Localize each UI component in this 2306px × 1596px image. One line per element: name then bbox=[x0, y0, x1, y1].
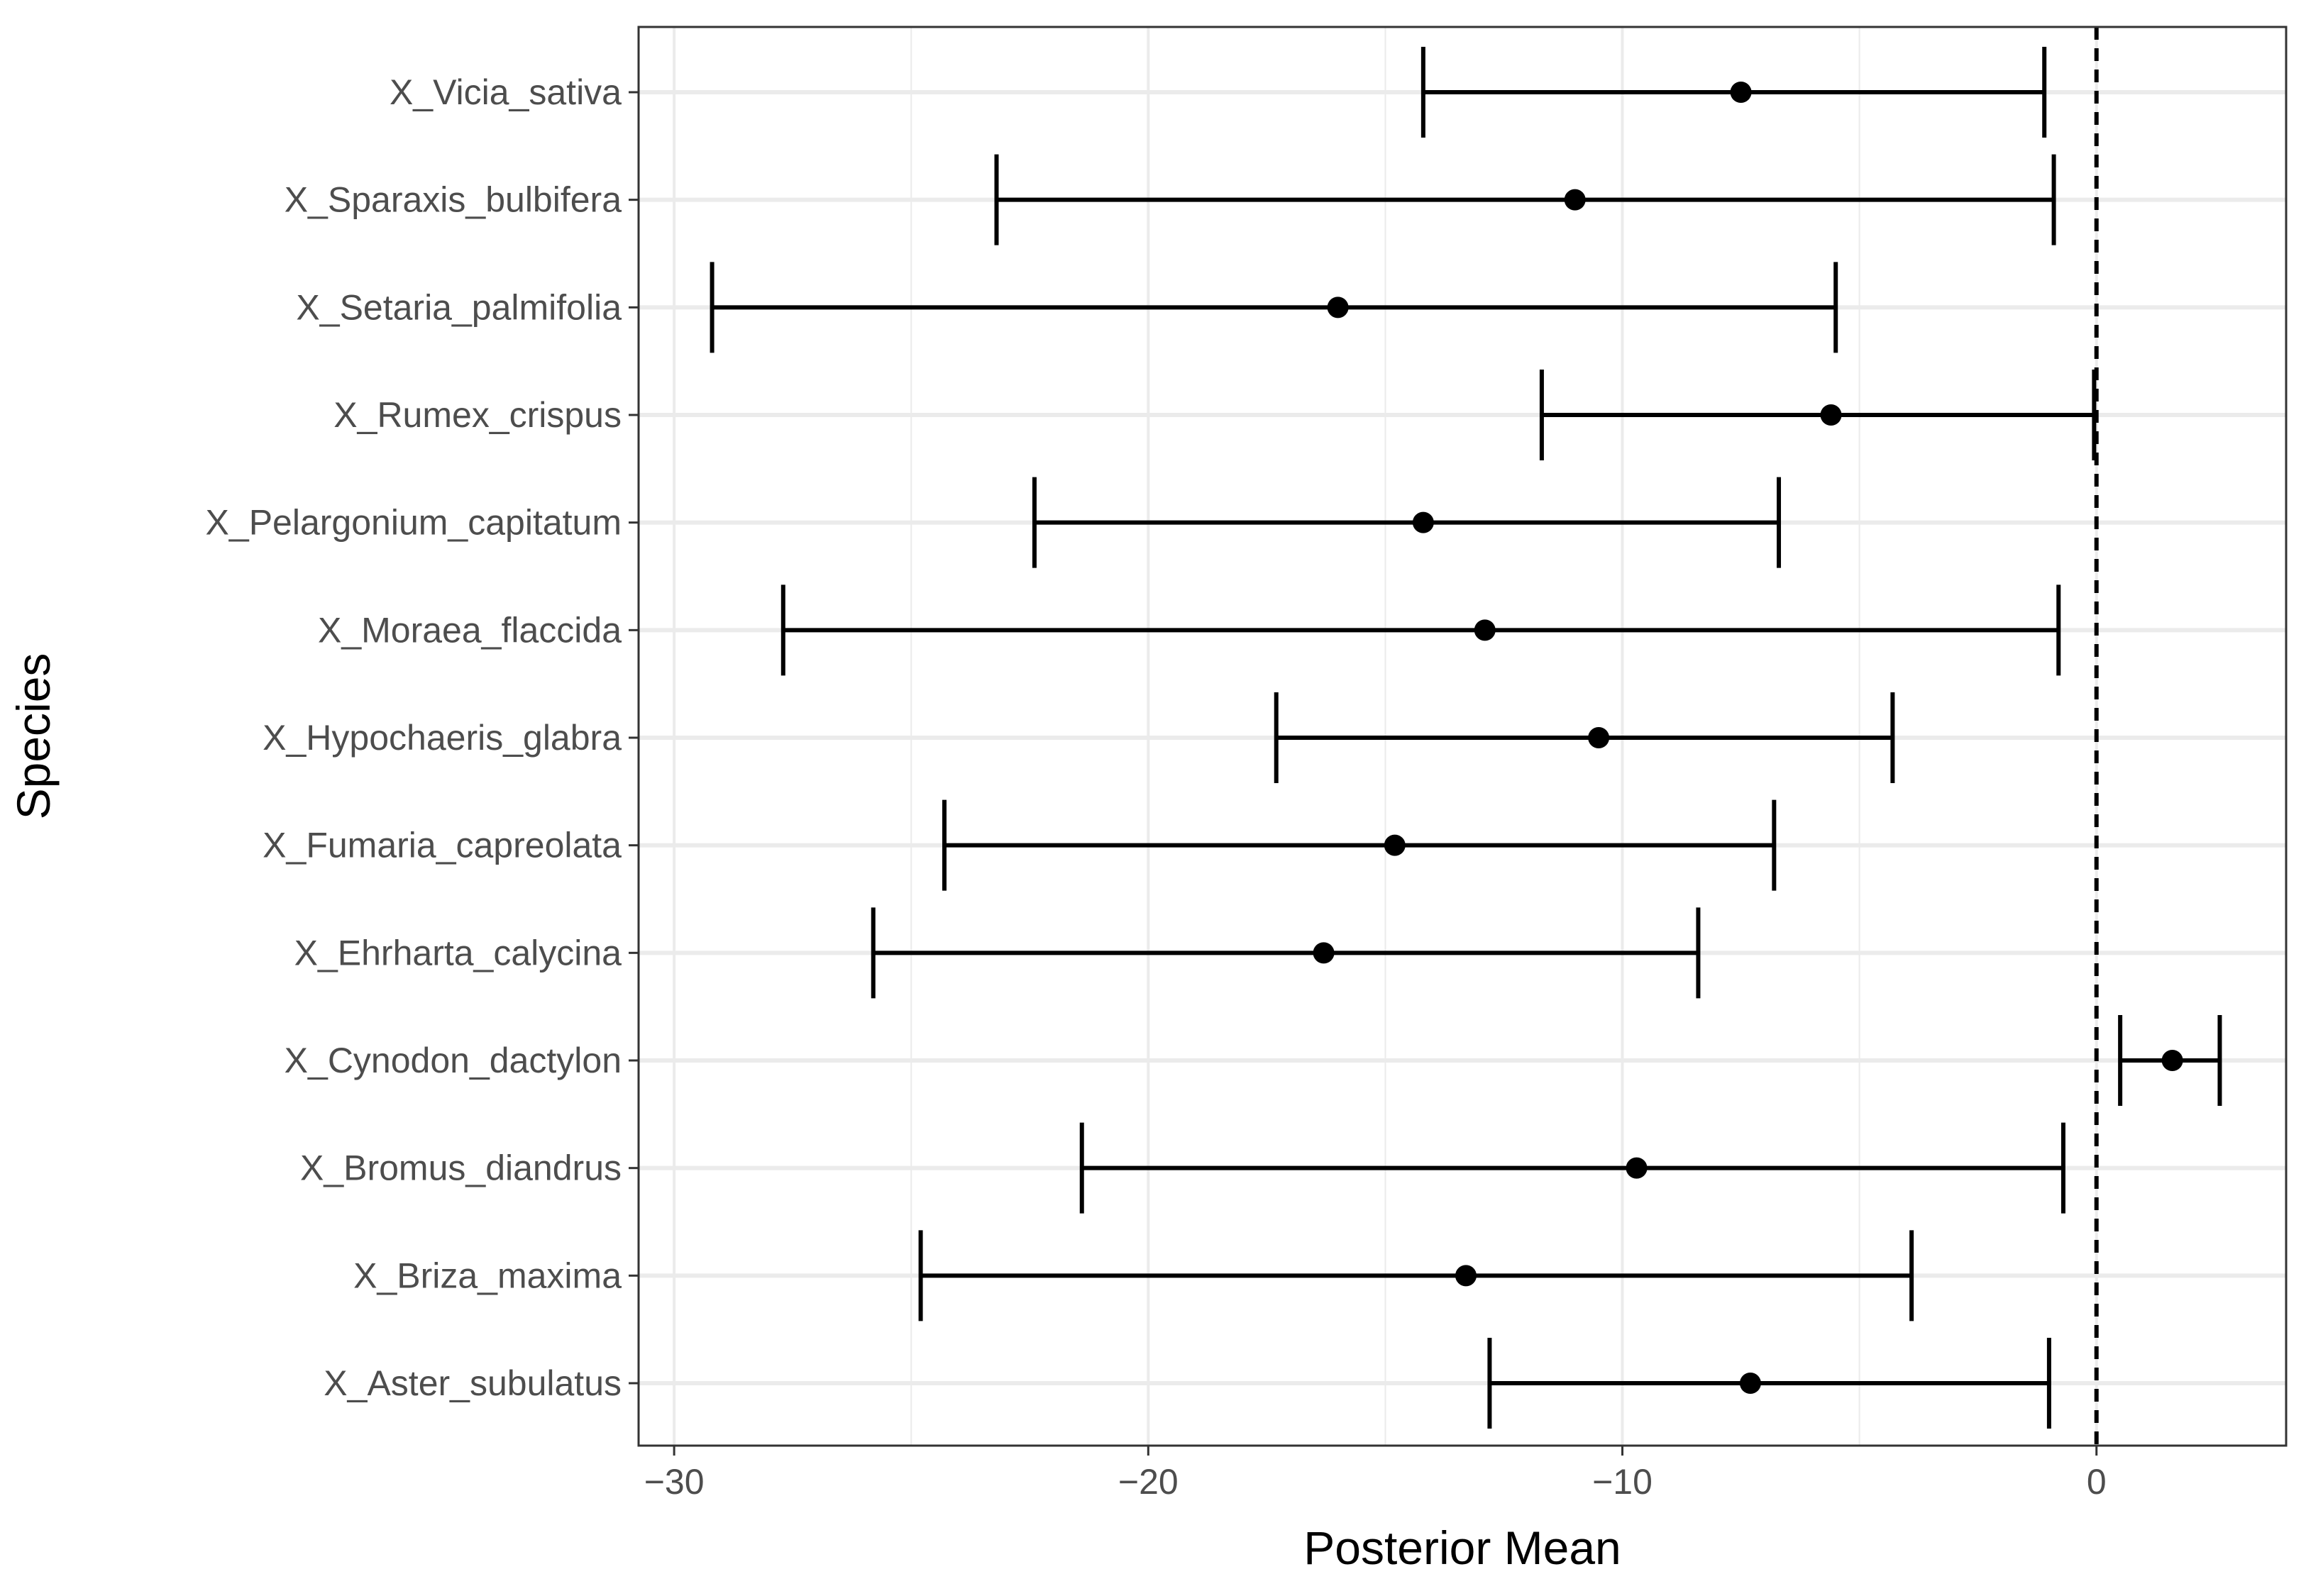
y-axis: X_Vicia_sativa X_Sparaxis_bulbifera X_Seta… bbox=[206, 72, 639, 1403]
y-tick-label: X_Rumex_crispus bbox=[333, 395, 622, 435]
panel-border bbox=[637, 26, 2288, 1447]
y-tick-label: X_Hypochaeris_glabra bbox=[263, 718, 622, 758]
y-tick-label: X_Aster_subulatus bbox=[324, 1363, 622, 1403]
y-axis-title: Species bbox=[7, 653, 60, 820]
mean-point bbox=[1739, 1373, 1761, 1394]
mean-point bbox=[1626, 1157, 1648, 1179]
mean-point bbox=[1820, 404, 1842, 426]
mean-point bbox=[1730, 82, 1752, 103]
x-tick-label: −10 bbox=[1592, 1462, 1653, 1502]
x-tick-label: −20 bbox=[1118, 1462, 1179, 1502]
y-tick-label: X_Cynodon_dactylon bbox=[285, 1041, 622, 1080]
mean-point bbox=[1588, 727, 1610, 748]
mean-point bbox=[1474, 619, 1496, 641]
y-tick-label: X_Vicia_sativa bbox=[390, 72, 622, 112]
x-axis: −30 −20 −10 0 bbox=[644, 1446, 2107, 1502]
y-tick-label: X_Pelargonium_capitatum bbox=[206, 503, 622, 543]
y-tick-label: X_Bromus_diandrus bbox=[300, 1148, 622, 1188]
series bbox=[710, 27, 2222, 1446]
y-tick-label: X_Fumaria_capreolata bbox=[263, 826, 622, 865]
mean-point bbox=[1313, 942, 1335, 964]
mean-point bbox=[1327, 297, 1349, 318]
x-axis-title: Posterior Mean bbox=[1303, 1522, 1621, 1574]
x-tick-label: 0 bbox=[2087, 1462, 2107, 1502]
x-tick-label: −30 bbox=[644, 1462, 705, 1502]
y-tick-label: X_Ehrharta_calycina bbox=[294, 933, 622, 972]
mean-point bbox=[1412, 511, 1434, 533]
y-tick-label: X_Setaria_palmifolia bbox=[296, 287, 622, 327]
y-tick-label: X_Sparaxis_bulbifera bbox=[285, 180, 622, 220]
mean-point bbox=[2161, 1050, 2183, 1071]
mean-point bbox=[1384, 834, 1406, 856]
y-tick-label: X_Moraea_flaccida bbox=[318, 610, 622, 650]
y-tick-label: X_Briza_maxima bbox=[353, 1256, 622, 1295]
mean-point bbox=[1455, 1265, 1477, 1287]
mean-point bbox=[1564, 189, 1586, 211]
